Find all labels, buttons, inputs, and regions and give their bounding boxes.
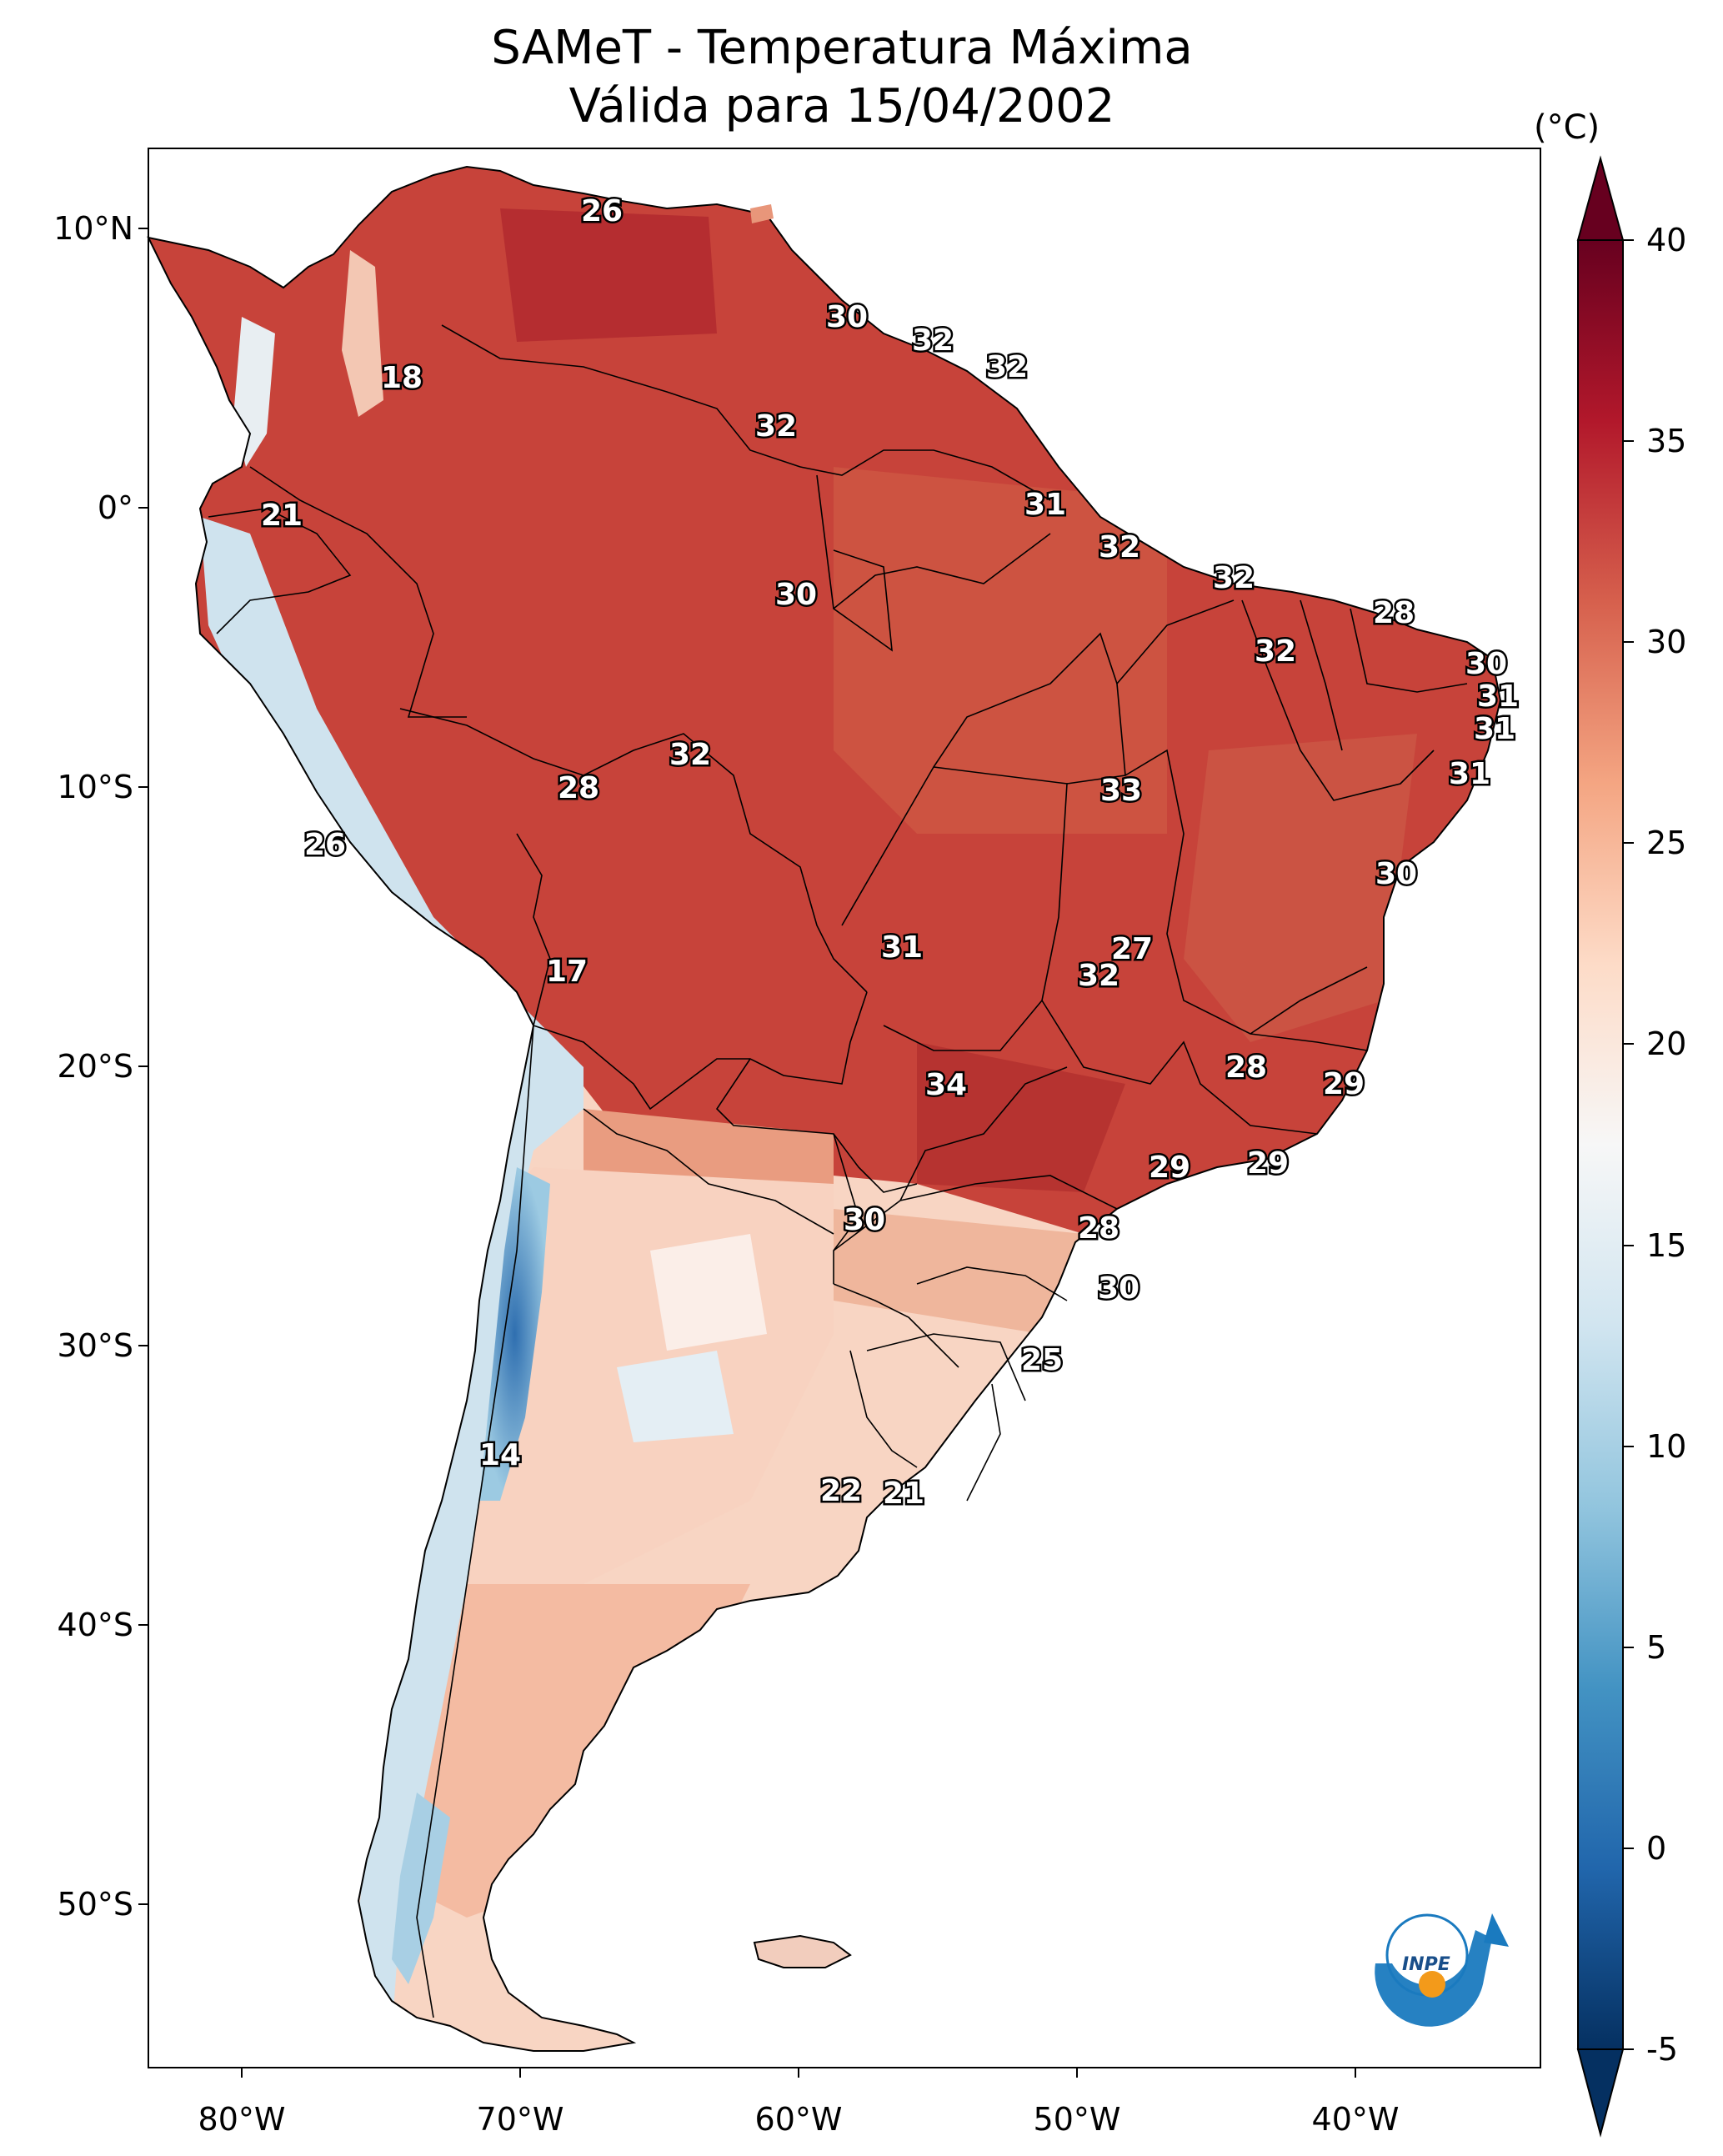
contour-label: 31: [1474, 712, 1515, 746]
map-title: SAMeT - Temperatura Máxima: [491, 21, 1193, 75]
lon-tick: 50°W: [1033, 2101, 1121, 2138]
colorbar: [1576, 155, 1634, 2138]
contour-label: 31: [1477, 679, 1519, 714]
contour-label: 30: [844, 1203, 885, 1237]
colorbar-tick: 40: [1646, 222, 1687, 258]
colorbar-tick: 15: [1646, 1227, 1687, 1264]
lat-tick: 0°: [97, 489, 133, 526]
contour-label: 32: [1099, 530, 1140, 564]
colorbar-tick: 20: [1646, 1025, 1687, 1062]
contour-label: 30: [826, 300, 868, 334]
contour-label: 32: [1213, 561, 1255, 595]
contour-label: 31: [881, 930, 923, 965]
contour-label: 34: [925, 1068, 967, 1102]
contour-label: 17: [546, 955, 588, 989]
contour-label: 18: [381, 361, 423, 395]
lat-tick: 40°S: [57, 1607, 133, 1643]
lat-tick: 20°S: [57, 1048, 133, 1085]
lon-tick: 70°W: [476, 2101, 564, 2138]
contour-label: 31: [1024, 488, 1066, 522]
contour-label: 21: [261, 499, 303, 533]
contour-label: 32: [755, 409, 797, 444]
inpe-logo: INPE: [1375, 1913, 1509, 2027]
colorbar-tick: 5: [1646, 1629, 1667, 1666]
coastline: [147, 165, 1502, 2052]
contour-label: 32: [986, 350, 1028, 384]
contour-label: 29: [1247, 1146, 1289, 1181]
colorbar-tick: -5: [1646, 2031, 1678, 2068]
country-borders: [208, 324, 1468, 2018]
axis-ticks: [138, 228, 1356, 2078]
contour-label: 26: [304, 828, 346, 862]
lon-tick: 40°W: [1311, 2101, 1400, 2138]
contour-label: 32: [1078, 959, 1119, 993]
inpe-logo-text: INPE: [1402, 1954, 1450, 1975]
contour-label: 21: [883, 1477, 924, 1511]
lat-tick: 10°S: [57, 769, 133, 805]
contour-label: 30: [1465, 647, 1507, 681]
contour-label: 22: [820, 1474, 862, 1508]
contour-label: 28: [1373, 596, 1415, 630]
contour-label: 32: [912, 323, 954, 358]
colorbar-tick: 0: [1646, 1830, 1667, 1867]
contour-label: 32: [1255, 634, 1296, 669]
colorbar-tick: 30: [1646, 624, 1687, 660]
falkland-islands: [753, 1934, 852, 1968]
contour-label: 31: [1449, 757, 1490, 791]
contour-label: 30: [775, 578, 817, 612]
map-subtitle: Válida para 15/04/2002: [568, 79, 1115, 133]
lat-tick: 50°S: [57, 1886, 133, 1923]
contour-label: 28: [1225, 1050, 1267, 1085]
contour-label: 26: [581, 194, 623, 228]
contour-label: 25: [1021, 1343, 1063, 1377]
contour-label: 30: [1375, 857, 1417, 891]
colorbar-unit: (°C): [1534, 108, 1600, 147]
contour-label: 27: [1111, 932, 1153, 966]
contour-label: 28: [558, 771, 599, 805]
contour-label: 14: [479, 1438, 521, 1472]
contour-label: 28: [1078, 1211, 1119, 1246]
colorbar-tick: 35: [1646, 423, 1687, 459]
trinidad-island: [750, 204, 774, 223]
contour-label: 29: [1323, 1067, 1365, 1101]
contour-label: 29: [1149, 1151, 1190, 1185]
contour-label: 32: [669, 738, 711, 772]
colorbar-tick: 10: [1646, 1428, 1687, 1465]
contour-label: 33: [1100, 774, 1142, 808]
contour-label: 30: [1098, 1271, 1139, 1306]
colorbar-tick: 25: [1646, 825, 1687, 861]
lat-tick: 10°N: [53, 210, 133, 247]
lon-tick: 60°W: [754, 2101, 843, 2138]
lon-tick: 80°W: [198, 2101, 286, 2138]
lat-tick: 30°S: [57, 1327, 133, 1364]
